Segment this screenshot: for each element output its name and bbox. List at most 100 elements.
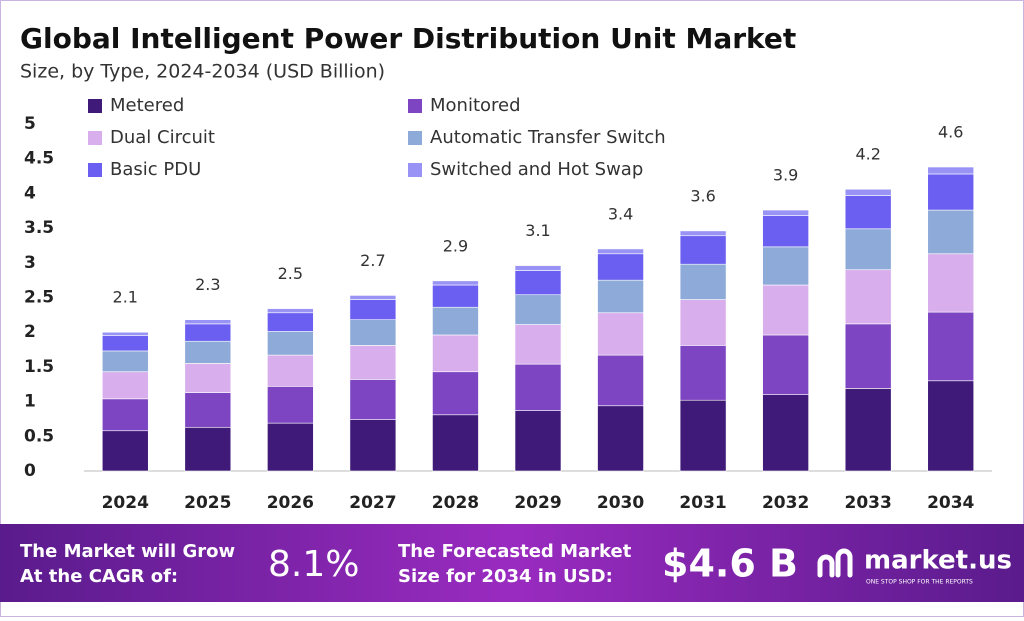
x-tick-label: 2030 <box>597 493 644 513</box>
total-label: 2.3 <box>195 275 220 294</box>
total-label: 4.2 <box>855 145 880 164</box>
y-tick-label: 2.5 <box>24 288 54 308</box>
cagr-label: At the CAGR of: <box>20 566 178 587</box>
bar-segment <box>844 188 892 196</box>
brand-tagline: ONE STOP SHOP FOR THE REPORTS <box>866 579 973 586</box>
bar-segment <box>927 209 975 255</box>
bar-segment <box>514 294 562 325</box>
bar-segment <box>267 312 314 332</box>
cagr-value: 8.1% <box>268 544 359 585</box>
x-tick-label: 2034 <box>927 493 974 513</box>
x-tick-label: 2028 <box>432 493 479 513</box>
cagr-label: The Market will Grow <box>20 541 235 562</box>
bar-segment <box>597 312 644 356</box>
bar-segment <box>101 350 149 373</box>
bar-segment <box>184 319 232 325</box>
bar-segment <box>762 334 809 395</box>
bar-segment <box>762 394 809 472</box>
bar-segment <box>597 405 644 472</box>
legend-swatch <box>408 131 422 145</box>
bar-segment <box>514 265 562 271</box>
bar-segment <box>597 253 644 281</box>
chart-title: Global Intelligent Power Distribution Un… <box>20 22 796 55</box>
legend-swatch <box>88 163 102 177</box>
bar-segment <box>349 299 397 321</box>
y-tick-label: 0 <box>24 461 36 481</box>
bar-segment <box>349 345 397 380</box>
legend-label: Basic PDU <box>110 159 201 180</box>
legend-swatch <box>88 131 102 145</box>
bar-segment <box>927 380 975 472</box>
bar-segment <box>184 426 232 472</box>
chart-subtitle: Size, by Type, 2024-2034 (USD Billion) <box>20 61 385 83</box>
y-tick-label: 1.5 <box>24 357 54 377</box>
bar-segment <box>349 319 397 346</box>
y-tick-label: 2 <box>24 322 36 342</box>
bar-segment <box>844 269 892 325</box>
bar-segment <box>514 270 562 296</box>
bar-segment <box>101 371 149 400</box>
bar-segment <box>184 392 232 428</box>
total-label: 2.1 <box>113 288 138 307</box>
bar-segment <box>349 295 397 300</box>
bar-segment <box>101 430 149 472</box>
x-tick-label: 2024 <box>102 493 149 513</box>
bar-segment <box>267 386 314 424</box>
legend-label: Automatic Transfer Switch <box>430 127 666 148</box>
total-label: 2.9 <box>443 236 468 255</box>
bar-segment <box>267 331 314 356</box>
bar-segment <box>184 340 232 364</box>
bar-segment <box>349 419 397 472</box>
bar-segment <box>679 345 727 401</box>
forecast-value: $4.6 B <box>662 542 798 586</box>
bar-segment <box>432 414 479 472</box>
bar-segment <box>432 306 479 336</box>
legend-label: Monitored <box>430 95 521 116</box>
bar-segment <box>762 284 809 336</box>
y-tick-label: 1 <box>24 392 36 412</box>
legend-swatch <box>88 99 102 113</box>
x-tick-label: 2027 <box>349 493 396 513</box>
bar-segment <box>597 279 644 314</box>
total-label: 3.6 <box>690 186 715 205</box>
total-label: 3.9 <box>773 166 798 185</box>
brand: market.us <box>864 546 1012 576</box>
bar-segment <box>927 166 975 175</box>
bar-segment <box>101 331 149 336</box>
bar-segment <box>432 371 479 416</box>
legend-label: Metered <box>110 95 184 116</box>
bar-segment <box>844 323 892 389</box>
bar-segment <box>844 388 892 472</box>
brand-logo <box>817 548 853 578</box>
bar-segment <box>679 235 727 265</box>
x-tick-label: 2026 <box>267 493 314 513</box>
total-label: 2.7 <box>360 251 385 270</box>
bar-segment <box>762 215 809 248</box>
bar-segment <box>597 248 644 255</box>
bar-segment <box>432 284 479 308</box>
legend-swatch <box>408 163 422 177</box>
bar-segment <box>679 399 727 472</box>
bar-segment <box>267 422 314 472</box>
y-tick-label: 3.5 <box>24 218 54 238</box>
x-tick-label: 2032 <box>762 493 809 513</box>
x-tick-label: 2031 <box>679 493 726 513</box>
y-tick-label: 4.5 <box>24 149 54 169</box>
bar-segment <box>927 311 975 382</box>
bar-segment <box>349 379 397 420</box>
y-tick-label: 3 <box>24 253 36 273</box>
bar-segment <box>432 280 479 286</box>
bar-segment <box>762 246 809 286</box>
bar-segment <box>679 263 727 300</box>
footer-band <box>0 524 1024 602</box>
x-tick-label: 2029 <box>514 493 561 513</box>
total-label: 3.4 <box>608 204 633 223</box>
bar-segment <box>101 335 149 352</box>
bar-segment <box>514 363 562 411</box>
total-label: 2.5 <box>278 264 303 283</box>
forecast-label: The Forecasted Market <box>398 541 632 562</box>
bar-segment <box>514 410 562 472</box>
bar-segment <box>762 209 809 216</box>
bar-segment <box>679 299 727 346</box>
